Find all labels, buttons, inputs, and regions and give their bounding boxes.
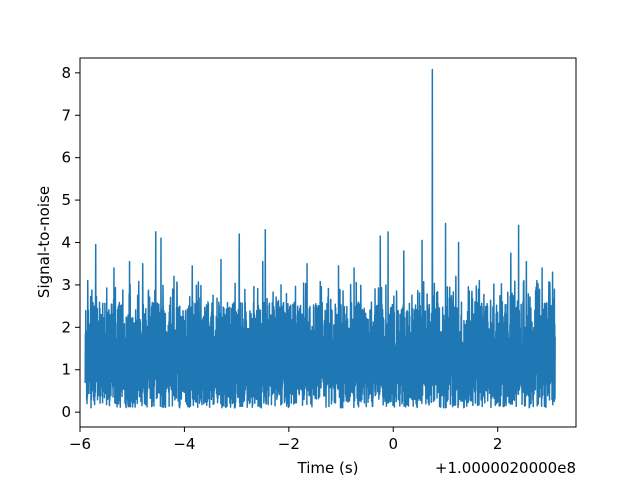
y-tick-label: 5 (61, 191, 71, 209)
x-tick-label: −4 (173, 435, 195, 453)
snr-series-line (84, 68, 556, 409)
x-axis-ticks: −6 −4 −2 0 2 (69, 427, 503, 453)
x-tick-label: 0 (388, 435, 398, 453)
x-axis-label: Time (s) (297, 459, 359, 477)
y-tick-label: 3 (61, 276, 71, 294)
x-tick-label: 2 (493, 435, 503, 453)
plot-area (84, 68, 556, 409)
x-tick-label: −2 (278, 435, 300, 453)
y-tick-label: 4 (61, 234, 71, 252)
x-tick-label: −6 (69, 435, 91, 453)
y-tick-label: 2 (61, 318, 71, 336)
y-tick-label: 8 (61, 64, 71, 82)
y-tick-label: 0 (61, 403, 71, 421)
y-tick-label: 6 (61, 149, 71, 167)
y-tick-label: 1 (61, 361, 71, 379)
y-axis-label: Signal-to-noise (35, 186, 53, 298)
y-axis-ticks: 0 1 2 3 4 5 6 7 8 (61, 64, 80, 421)
x-axis-offset-label: +1.0000020000e8 (435, 459, 576, 477)
y-tick-label: 7 (61, 106, 71, 124)
